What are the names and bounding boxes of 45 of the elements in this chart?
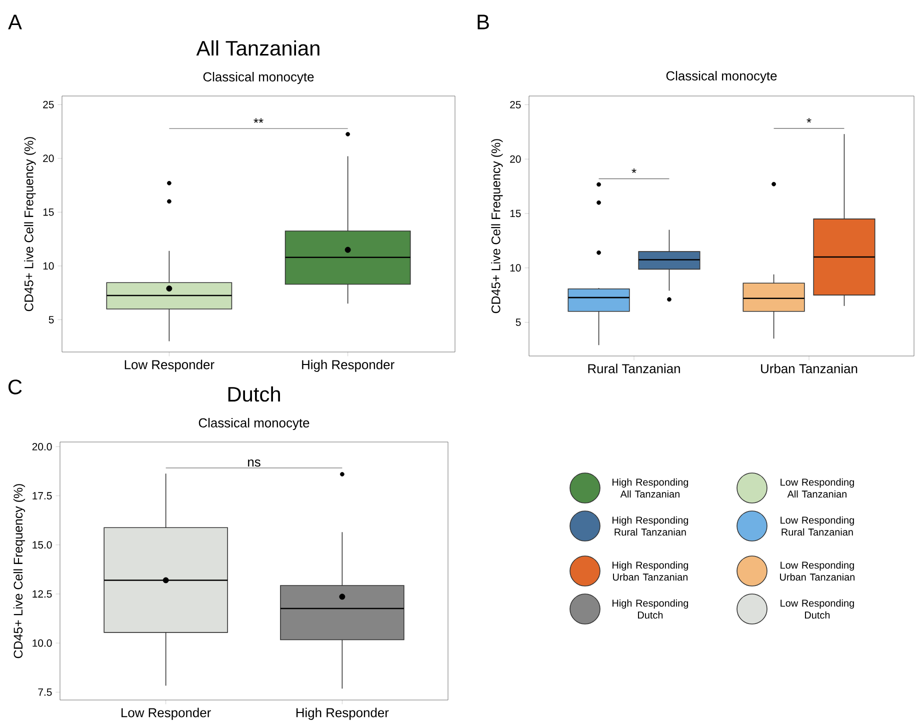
y-tick-label: 10 xyxy=(43,262,54,270)
y-tick-label: 12.5 xyxy=(32,590,52,598)
y-tick-label: 10.0 xyxy=(32,639,52,647)
chart-title: Classical monocyte xyxy=(666,70,777,84)
y-tick-label: 15 xyxy=(43,208,54,216)
text: High Responding Urban Tanzanian xyxy=(612,561,688,581)
chart-subtitle: Classical monocyte xyxy=(198,418,310,430)
annotation: * xyxy=(806,118,812,123)
annotation: ns xyxy=(248,459,260,467)
text: A xyxy=(8,14,22,30)
y-tick-label: 20 xyxy=(510,155,521,163)
chart-subtitle: Classical monocyte xyxy=(203,72,314,84)
y-tick-label: 15.0 xyxy=(32,541,52,549)
text: High Responding Rural Tanzanian xyxy=(612,516,688,536)
y-tick-label: 20 xyxy=(43,154,54,162)
annotation: ** xyxy=(254,118,264,123)
text: Low Responding All Tanzanian xyxy=(780,478,854,498)
x-tick-label: Urban Tanzanian xyxy=(761,364,858,374)
y-tick-label: 7.5 xyxy=(38,688,52,696)
y-axis-title: CD45+ Live Cell Frequency (%) xyxy=(24,137,36,312)
annotation: * xyxy=(632,168,636,174)
x-tick-label: Low Responder xyxy=(122,708,211,720)
y-tick-label: 20.0 xyxy=(32,443,52,450)
text: C xyxy=(8,380,22,394)
chart-title: All Tanzanian xyxy=(196,40,320,56)
text: B xyxy=(478,14,489,30)
y-tick-label: 5 xyxy=(48,316,54,324)
x-tick-label: High Responder xyxy=(296,708,389,720)
chart-title: Dutch xyxy=(228,386,280,402)
y-tick-label: 10 xyxy=(510,264,521,272)
text: High Responding All Tanzanian xyxy=(612,478,688,498)
text: Low Responding Urban Tanzanian xyxy=(780,561,854,581)
y-tick-label: 17.5 xyxy=(32,492,52,500)
y-tick-label: 25 xyxy=(43,100,54,108)
x-tick-label: Rural Tanzanian xyxy=(588,364,680,374)
y-tick-label: 25 xyxy=(510,101,521,108)
y-axis-title: CD45+ Live Cell Frequency (%) xyxy=(13,484,26,658)
x-tick-label: High Responder xyxy=(302,360,394,372)
y-axis-title: CD45+ Live Cell Frequency (%) xyxy=(491,139,503,314)
text: Low Responding Dutch xyxy=(780,599,854,619)
y-tick-label: 15 xyxy=(510,210,521,218)
x-tick-label: Low Responder xyxy=(124,360,214,372)
y-tick-label: 5 xyxy=(516,318,521,326)
text: Low Responding Rural Tanzanian xyxy=(780,516,854,536)
text: High Responding Dutch xyxy=(612,599,688,619)
